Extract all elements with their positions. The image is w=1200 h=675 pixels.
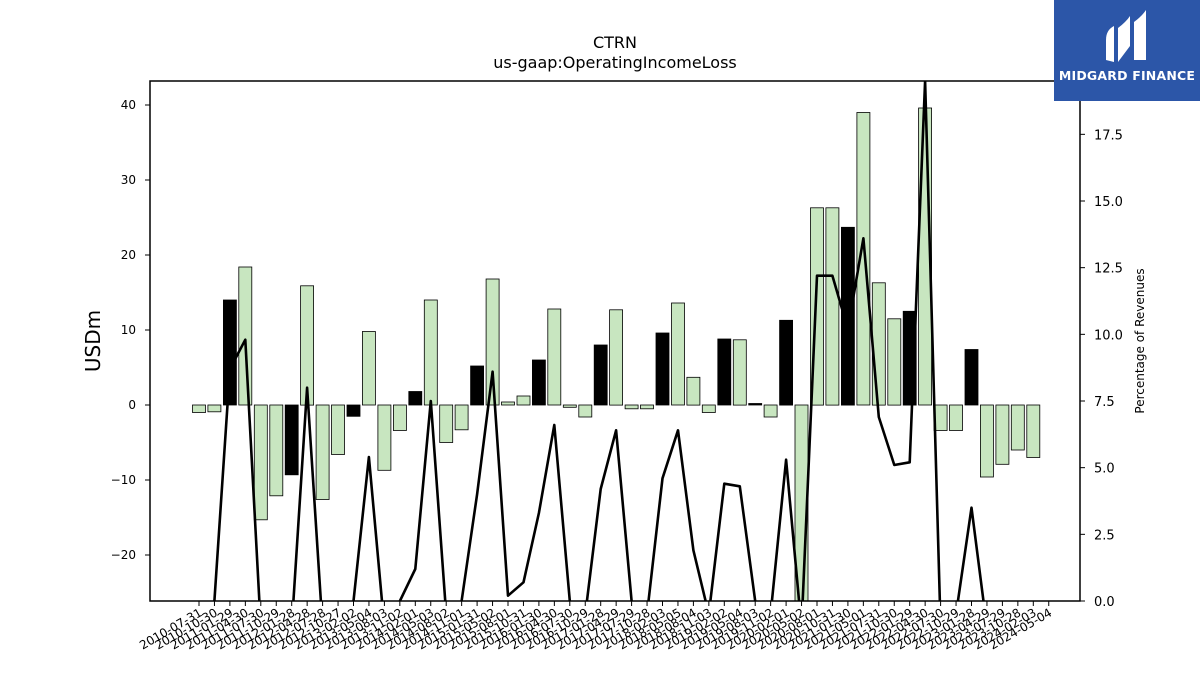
y2tick-label: 0.0 bbox=[1094, 595, 1115, 610]
bar-2013-11-02 bbox=[392, 404, 407, 431]
bar-2021-10-30 bbox=[887, 318, 902, 406]
bar-2012-07-28 bbox=[315, 404, 330, 500]
bar-2020-02-01 bbox=[779, 319, 793, 406]
y2tick-label: 17.5 bbox=[1094, 128, 1123, 143]
bar-2011-01-29 bbox=[222, 299, 237, 406]
y2-axis-label: Percentage of Revenues bbox=[1133, 268, 1147, 413]
brand-logo: MIDGARD FINANCE bbox=[1054, 0, 1200, 101]
bar-2012-01-28 bbox=[284, 404, 299, 476]
bar-2011-07-30 bbox=[253, 404, 268, 521]
y2tick-label: 5.0 bbox=[1094, 462, 1115, 477]
bar-2016-07-30 bbox=[562, 404, 577, 408]
bar-2019-05-04 bbox=[732, 339, 747, 406]
ytick-label: 10 bbox=[121, 323, 136, 337]
bar-2021-07-31 bbox=[871, 282, 886, 406]
bar-2018-08-04 bbox=[686, 376, 701, 406]
bar-2019-08-03 bbox=[748, 403, 763, 406]
bar-2013-05-04 bbox=[361, 331, 376, 406]
bar-2020-10-31 bbox=[825, 207, 840, 406]
bar-2010-10-30 bbox=[207, 404, 222, 413]
bar-2023-10-28 bbox=[1010, 404, 1025, 451]
bar-2018-02-03 bbox=[655, 332, 670, 406]
ytick-label: 0 bbox=[128, 398, 136, 412]
y2tick-label: 15.0 bbox=[1094, 195, 1123, 210]
bar-2017-10-28 bbox=[640, 404, 654, 410]
ytick-label: −20 bbox=[111, 548, 136, 562]
bar-2016-04-30 bbox=[547, 308, 562, 406]
chart-title: CTRN bbox=[593, 33, 637, 52]
ytick-label: 30 bbox=[121, 173, 136, 187]
bar-2016-10-29 bbox=[578, 404, 593, 418]
bar-2017-07-29 bbox=[624, 404, 639, 410]
bar-2015-01-31 bbox=[470, 365, 485, 406]
bar-2013-08-03 bbox=[377, 404, 392, 471]
bar-2023-07-29 bbox=[995, 404, 1010, 465]
x-axis: 2010-07-312010-10-302011-01-292011-04-30… bbox=[137, 601, 1054, 652]
bar-2012-10-27 bbox=[331, 404, 345, 455]
y2tick-label: 7.5 bbox=[1094, 395, 1115, 410]
logo-mark-icon bbox=[1106, 10, 1146, 62]
bar-2018-11-03 bbox=[701, 404, 716, 413]
bar-2022-10-29 bbox=[949, 404, 963, 431]
bars-layer bbox=[192, 107, 1041, 602]
bar-2010-07-31 bbox=[192, 404, 206, 413]
bar-2019-02-02 bbox=[717, 338, 732, 406]
bar-2023-01-28 bbox=[964, 349, 979, 406]
y2tick-label: 12.5 bbox=[1094, 262, 1123, 277]
bar-2017-01-28 bbox=[593, 344, 608, 406]
bar-2015-08-01 bbox=[501, 401, 515, 406]
bar-2016-01-30 bbox=[532, 359, 546, 406]
bar-2024-02-03 bbox=[1026, 404, 1041, 458]
bar-2017-04-29 bbox=[609, 309, 623, 406]
bar-2021-01-30 bbox=[841, 226, 855, 406]
pct-line-layer bbox=[212, 81, 985, 601]
y2tick-label: 2.5 bbox=[1094, 528, 1115, 543]
bar-2023-04-29 bbox=[980, 404, 994, 478]
right-axis: 0.0 2.5 5.0 7.5 10.0 12.5 15.0 17.5 bbox=[1080, 128, 1123, 610]
bar-2014-08-02 bbox=[439, 404, 454, 443]
bar-2011-10-29 bbox=[269, 404, 284, 497]
bar-2014-05-03 bbox=[423, 299, 438, 406]
bar-2014-11-01 bbox=[454, 404, 469, 431]
bar-2018-05-05 bbox=[671, 302, 685, 406]
bar-2011-04-30 bbox=[238, 266, 253, 406]
ytick-label: 20 bbox=[121, 248, 136, 262]
pct-of-revenue-line bbox=[212, 81, 985, 601]
plot-frame bbox=[149, 80, 1081, 602]
logo-text: MIDGARD FINANCE bbox=[1058, 68, 1196, 83]
y2tick-label: 10.0 bbox=[1094, 328, 1123, 343]
chart-subtitle: us-gaap:OperatingIncomeLoss bbox=[493, 53, 737, 72]
y-axis-label: USDm bbox=[81, 310, 105, 372]
bar-2013-02-02 bbox=[346, 404, 361, 417]
ytick-label: −10 bbox=[111, 473, 136, 487]
bar-2015-10-31 bbox=[516, 395, 531, 406]
bar-2021-05-01 bbox=[856, 112, 871, 406]
left-axis: −20 −10 0 10 20 30 40 bbox=[111, 98, 150, 562]
ytick-label: 40 bbox=[121, 98, 136, 112]
bar-2019-11-02 bbox=[763, 404, 778, 418]
bar-2014-02-01 bbox=[408, 391, 423, 406]
bar-2015-05-02 bbox=[485, 278, 500, 406]
